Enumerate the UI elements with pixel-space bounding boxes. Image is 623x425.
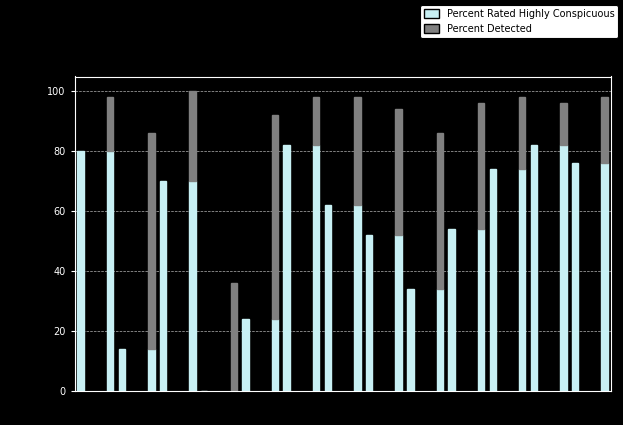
Bar (148, 133, 155, 349)
Bar (560, 145, 567, 391)
Bar (272, 116, 278, 319)
Bar (519, 97, 525, 169)
Bar (490, 169, 496, 391)
Bar (118, 349, 125, 391)
Bar (396, 110, 402, 235)
Bar (396, 235, 402, 391)
Bar (313, 145, 320, 391)
Bar (354, 205, 361, 391)
Bar (437, 289, 443, 391)
Bar (478, 103, 484, 229)
Bar (283, 145, 290, 391)
Bar (560, 103, 567, 145)
Bar (407, 289, 414, 391)
Bar (437, 133, 443, 289)
Bar (519, 169, 525, 391)
Bar (366, 235, 373, 391)
Bar (272, 319, 278, 391)
Bar (572, 163, 578, 391)
Bar (160, 181, 166, 391)
Bar (601, 163, 608, 391)
Bar (189, 91, 196, 181)
Bar (231, 283, 237, 391)
Bar (77, 151, 84, 391)
Bar (107, 151, 113, 391)
Bar (531, 145, 537, 391)
Bar (313, 97, 320, 145)
Bar (148, 349, 155, 391)
Bar (107, 97, 113, 151)
Bar (449, 229, 455, 391)
Legend: Percent Rated Highly Conspicuous, Percent Detected: Percent Rated Highly Conspicuous, Percen… (421, 5, 618, 37)
Bar (242, 319, 249, 391)
Bar (325, 205, 331, 391)
Bar (478, 229, 484, 391)
Bar (189, 181, 196, 391)
Bar (601, 97, 608, 163)
Bar (354, 97, 361, 205)
